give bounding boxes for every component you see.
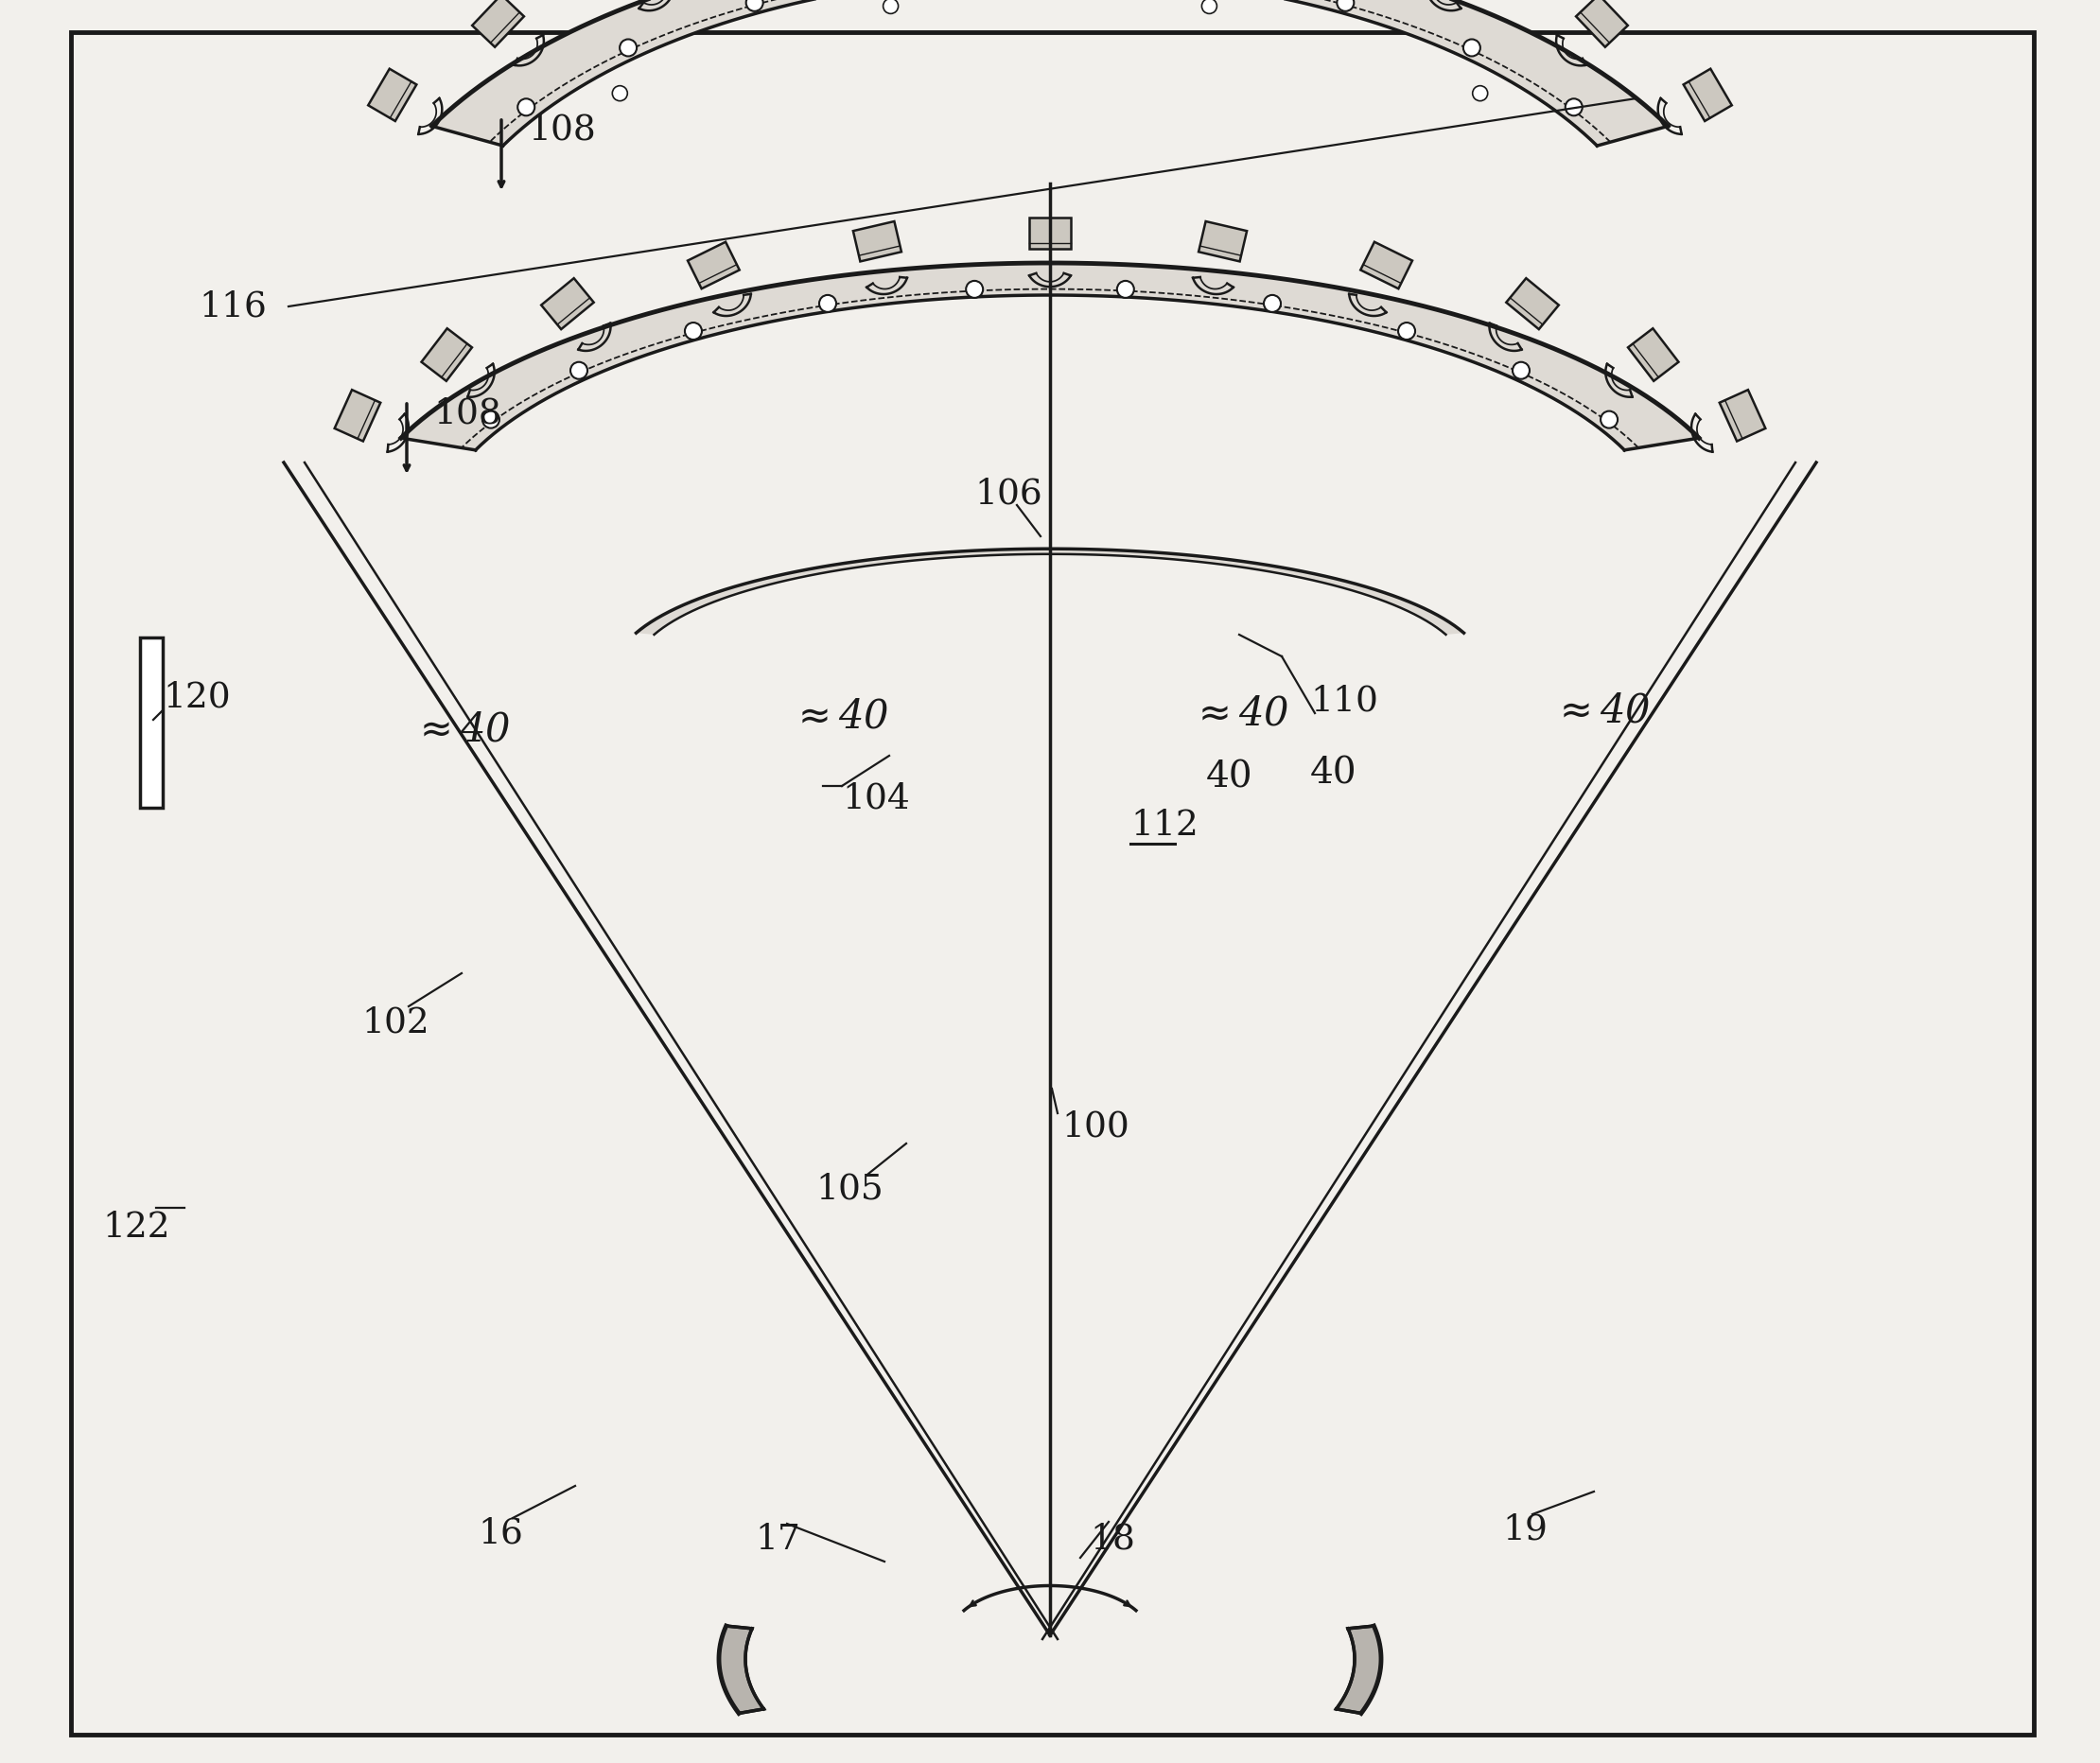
Circle shape: [519, 99, 536, 116]
Circle shape: [1600, 413, 1617, 428]
Text: 104: 104: [842, 781, 909, 816]
Polygon shape: [687, 243, 739, 289]
Circle shape: [1264, 296, 1281, 312]
Circle shape: [685, 323, 701, 340]
Text: $\approx$40: $\approx$40: [1552, 691, 1651, 730]
Text: 105: 105: [815, 1172, 884, 1206]
Circle shape: [613, 86, 628, 102]
Text: 110: 110: [1310, 684, 1378, 719]
Text: 16: 16: [477, 1516, 523, 1550]
Text: $\approx$40: $\approx$40: [790, 696, 888, 737]
Circle shape: [1338, 0, 1354, 12]
Circle shape: [1399, 323, 1415, 340]
Polygon shape: [1506, 279, 1558, 330]
Text: 108: 108: [433, 397, 502, 432]
Text: $\approx$40: $\approx$40: [412, 710, 510, 749]
Polygon shape: [718, 1625, 764, 1714]
Circle shape: [620, 41, 636, 56]
Text: 112: 112: [1130, 807, 1199, 843]
Text: 116: 116: [200, 291, 267, 324]
Circle shape: [1201, 0, 1216, 14]
Text: 17: 17: [754, 1521, 800, 1557]
Text: 40: 40: [1310, 756, 1357, 792]
Circle shape: [1512, 363, 1529, 379]
Polygon shape: [368, 71, 416, 122]
Polygon shape: [853, 222, 901, 263]
Circle shape: [745, 0, 762, 12]
Polygon shape: [542, 279, 594, 330]
Polygon shape: [1336, 1625, 1382, 1714]
Polygon shape: [1575, 0, 1628, 48]
Text: 102: 102: [361, 1007, 428, 1040]
Polygon shape: [636, 550, 1464, 635]
Text: 120: 120: [162, 681, 231, 714]
Text: 18: 18: [1090, 1521, 1134, 1557]
Circle shape: [884, 0, 899, 14]
Polygon shape: [433, 0, 1667, 146]
Text: 122: 122: [103, 1209, 170, 1245]
Text: $\approx$40: $\approx$40: [1191, 695, 1289, 733]
Circle shape: [819, 296, 836, 312]
Text: 100: 100: [1060, 1109, 1130, 1144]
Polygon shape: [401, 264, 1699, 451]
Polygon shape: [1720, 391, 1766, 443]
Text: 106: 106: [974, 478, 1042, 511]
Polygon shape: [472, 0, 525, 48]
Polygon shape: [1029, 219, 1071, 250]
Circle shape: [483, 413, 500, 428]
Circle shape: [1564, 99, 1581, 116]
Polygon shape: [334, 391, 380, 443]
Text: 40: 40: [1205, 760, 1254, 795]
Circle shape: [1464, 41, 1480, 56]
Polygon shape: [1361, 243, 1413, 289]
Circle shape: [571, 363, 588, 379]
Circle shape: [1472, 86, 1487, 102]
Polygon shape: [1628, 330, 1678, 383]
Text: 108: 108: [527, 113, 596, 148]
Polygon shape: [1684, 71, 1732, 122]
Bar: [141, 638, 162, 807]
Circle shape: [966, 282, 983, 298]
Circle shape: [1117, 282, 1134, 298]
Polygon shape: [422, 330, 472, 383]
Text: 19: 19: [1502, 1513, 1548, 1546]
Polygon shape: [1199, 222, 1247, 263]
